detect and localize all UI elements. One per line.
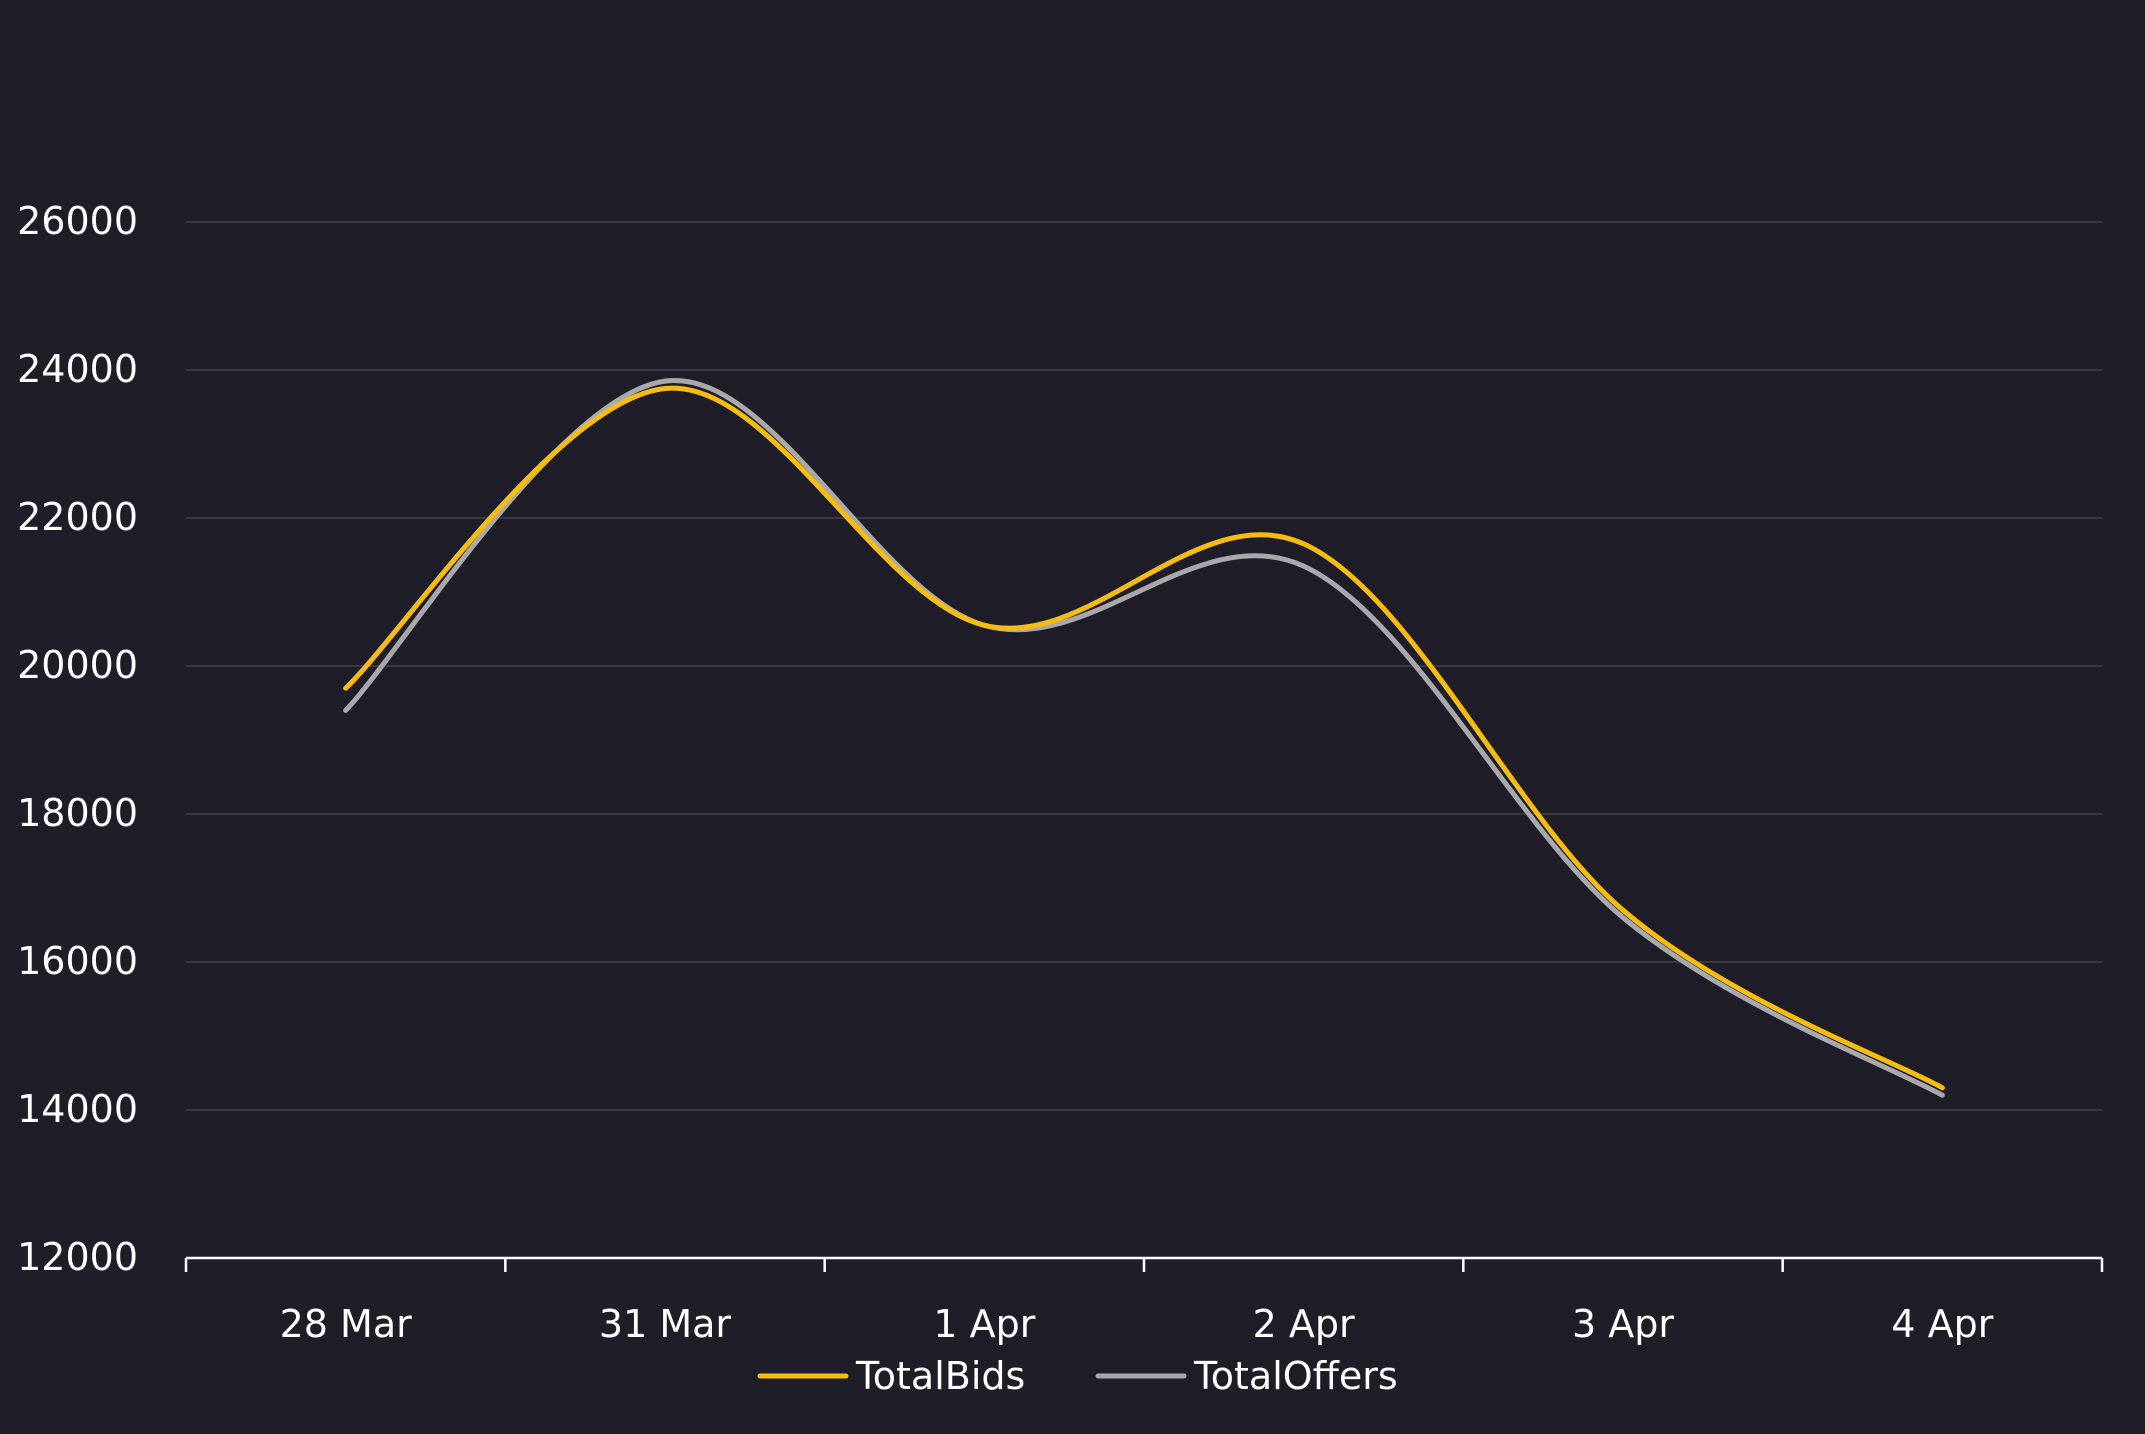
- x-tick-label: 3 Apr: [1572, 1302, 1674, 1346]
- y-tick-label: 14000: [17, 1087, 138, 1131]
- series-lines: [343, 378, 1945, 1098]
- legend: TotalBids TotalOffers: [757, 1354, 1398, 1398]
- x-tick-label: 2 Apr: [1253, 1302, 1355, 1346]
- x-tick-label: 28 Mar: [280, 1302, 413, 1346]
- gridlines: [186, 221, 2102, 1111]
- y-tick-label: 16000: [17, 939, 138, 983]
- y-tick-label: 22000: [17, 495, 138, 539]
- series-line-totaloffers: [343, 378, 1945, 1098]
- y-tick-label: 26000: [17, 199, 138, 243]
- y-tick-label: 12000: [17, 1235, 138, 1279]
- legend-label-totalbids: TotalBids: [855, 1354, 1025, 1398]
- x-tick-label: 1 Apr: [933, 1302, 1035, 1346]
- x-tick-label: 31 Mar: [599, 1302, 732, 1346]
- x-axis: 28 Mar 31 Mar 1 Apr 2 Apr 3 Apr 4 Apr: [184, 1256, 2104, 1346]
- y-axis-tick-labels: 12000 14000 16000 18000 20000 22000 24000 26000: [17, 199, 138, 1279]
- legend-label-totaloffers: TotalOffers: [1193, 1354, 1398, 1398]
- y-tick-label: 18000: [17, 791, 138, 835]
- series-line-totalbids: [343, 385, 1945, 1091]
- y-tick-label: 24000: [17, 347, 138, 391]
- x-tick-label: 4 Apr: [1891, 1302, 1993, 1346]
- y-tick-label: 20000: [17, 643, 138, 687]
